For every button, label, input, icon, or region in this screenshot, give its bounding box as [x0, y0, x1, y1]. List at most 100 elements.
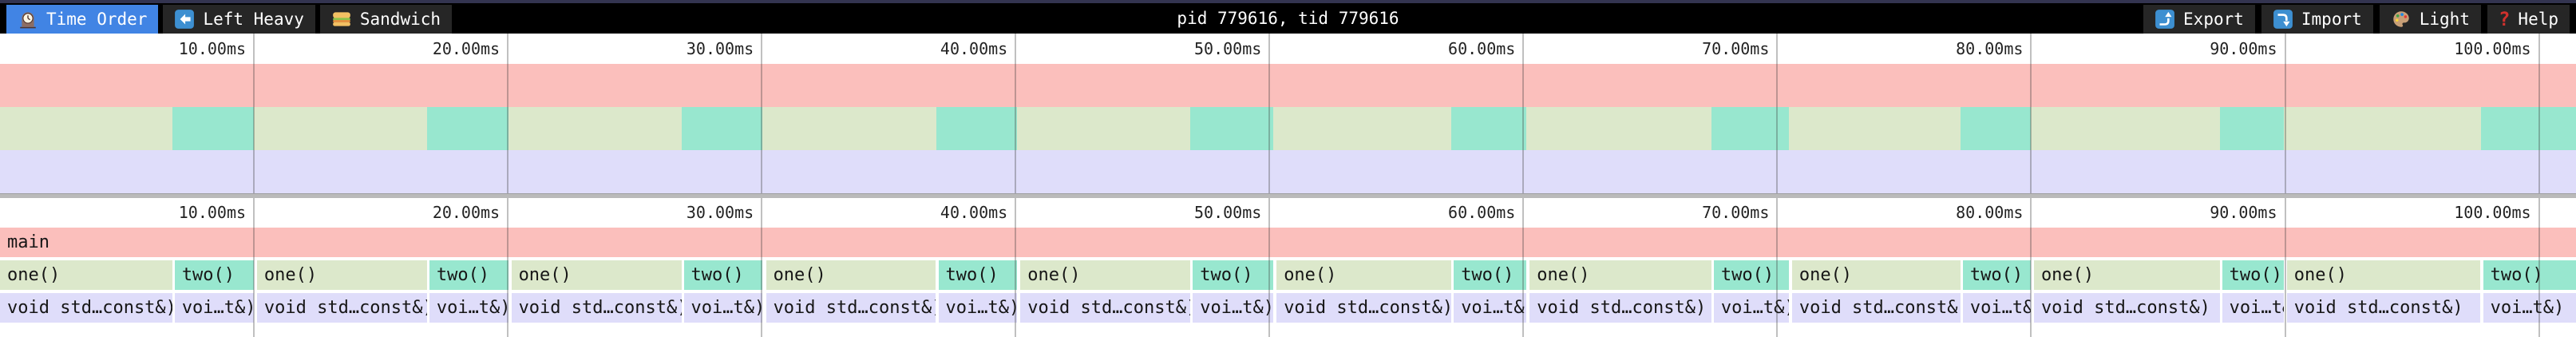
- frame-one[interactable]: one(): [1529, 260, 1711, 290]
- frame-void-std-const[interactable]: void std…const&): [766, 293, 936, 323]
- time-tick-label: 10.00ms: [178, 203, 247, 222]
- export-arrow-icon: [2155, 9, 2175, 30]
- frame-voi-t[interactable]: voi…t&): [1962, 293, 2031, 323]
- frame-two[interactable]: two(): [1713, 260, 1790, 290]
- frame-voi-t[interactable]: voi…t&): [429, 293, 508, 323]
- minimap-two-segment: [681, 107, 763, 150]
- minimap-time-ruler: 10.00ms 20.00ms 30.00ms 40.00ms 50.00ms 60.00…: [0, 34, 2576, 64]
- frame-voi-t[interactable]: voi…t&): [938, 293, 1018, 323]
- frame-voi-t[interactable]: voi…t&): [2483, 293, 2576, 323]
- time-tick-label: 50.00ms: [1193, 203, 1262, 222]
- flame-row-depth2: void std…const&) voi…t&) void std…const&) v…: [0, 293, 2576, 323]
- time-tick-label: 20.00ms: [432, 203, 501, 222]
- view-tabs: Time Order Left Heavy Sandwich: [6, 5, 453, 34]
- frame-voi-t[interactable]: voi…t&): [1454, 293, 1527, 323]
- frame-void-std-const[interactable]: void std…const&): [0, 293, 172, 323]
- toolbar: Time Order Left Heavy Sandwich pid 77961…: [0, 3, 2576, 34]
- tab-left-heavy[interactable]: Left Heavy: [163, 5, 315, 34]
- export-button[interactable]: Export: [2143, 5, 2255, 34]
- time-tick-label: 70.00ms: [1702, 39, 1770, 58]
- button-label: Light: [2419, 10, 2470, 29]
- time-tick-label: 80.00ms: [1956, 39, 2024, 58]
- minimap-two-segment: [936, 107, 1018, 150]
- time-tick-label: 30.00ms: [686, 203, 754, 222]
- tab-label: Sandwich: [359, 10, 441, 29]
- minimap-two-segment: [1961, 107, 2031, 150]
- frame-void-std-const[interactable]: void std…const&): [256, 293, 427, 323]
- tab-time-order[interactable]: Time Order: [6, 5, 159, 34]
- frame-voi-t[interactable]: voi…t&): [1193, 293, 1274, 323]
- theme-toggle-button[interactable]: Light: [2379, 5, 2481, 34]
- frame-void-std-const[interactable]: void std…const&): [2033, 293, 2220, 323]
- import-button[interactable]: Import: [2261, 5, 2373, 34]
- frame-void-std-const[interactable]: void std…const&): [1529, 293, 1711, 323]
- flame-row-depth1: one() two() one() two() one() two() one() two()…: [0, 260, 2576, 290]
- button-label: Help: [2518, 10, 2558, 29]
- minimap-band-one-two: [0, 107, 2576, 150]
- minimap-two-segment: [172, 107, 254, 150]
- frame-void-std-const[interactable]: void std…const&): [511, 293, 682, 323]
- frame-two[interactable]: two(): [174, 260, 254, 290]
- help-button[interactable]: ? Help: [2487, 5, 2570, 34]
- minimap-two-segment: [1190, 107, 1274, 150]
- frame-two[interactable]: two(): [2483, 260, 2576, 290]
- frame-one[interactable]: one(): [511, 260, 682, 290]
- frame-one[interactable]: one(): [1791, 260, 1961, 290]
- frame-voi-t[interactable]: voi…t&): [1713, 293, 1790, 323]
- import-arrow-icon: [2273, 9, 2293, 30]
- time-tick-label: 60.00ms: [1448, 203, 1516, 222]
- frame-two[interactable]: two(): [938, 260, 1018, 290]
- time-tick-label: 10.00ms: [178, 39, 247, 58]
- palette-icon: [2391, 9, 2412, 30]
- minimap-two-segment: [2219, 107, 2284, 150]
- left-arrow-icon: [174, 9, 195, 30]
- frame-void-std-const[interactable]: void std…const&): [1276, 293, 1451, 323]
- frame-two[interactable]: two(): [1454, 260, 1527, 290]
- tab-label: Left Heavy: [203, 10, 304, 29]
- frame-one[interactable]: one(): [2286, 260, 2481, 290]
- time-tick-label: 100.00ms: [2454, 203, 2531, 222]
- button-label: Export: [2183, 10, 2244, 29]
- frame-main[interactable]: main: [0, 228, 2576, 257]
- frame-void-std-const[interactable]: void std…const&): [1020, 293, 1191, 323]
- minimap[interactable]: 10.00ms 20.00ms 30.00ms 40.00ms 50.00ms 60.00…: [0, 34, 2576, 193]
- frame-two[interactable]: two(): [683, 260, 763, 290]
- time-tick-label: 40.00ms: [940, 39, 1008, 58]
- frame-one[interactable]: one(): [0, 260, 172, 290]
- frame-one[interactable]: one(): [256, 260, 427, 290]
- frame-two[interactable]: two(): [1193, 260, 1274, 290]
- frame-voi-t[interactable]: voi…t&): [174, 293, 254, 323]
- time-tick-label: 50.00ms: [1193, 39, 1262, 58]
- time-tick-label: 20.00ms: [432, 39, 501, 58]
- frame-voi-t[interactable]: voi…t&): [683, 293, 763, 323]
- button-label: Import: [2301, 10, 2362, 29]
- minimap-band-void: [0, 150, 2576, 193]
- frame-two[interactable]: two(): [2222, 260, 2284, 290]
- frame-two[interactable]: two(): [1962, 260, 2031, 290]
- time-tick-label: 60.00ms: [1448, 39, 1516, 58]
- question-icon: ?: [2498, 8, 2511, 30]
- time-tick-label: 70.00ms: [1702, 203, 1770, 222]
- time-tick-label: 90.00ms: [2210, 39, 2277, 58]
- frame-one[interactable]: one(): [1020, 260, 1191, 290]
- frame-two[interactable]: two(): [429, 260, 508, 290]
- sandwich-icon: [331, 9, 352, 30]
- tab-sandwich[interactable]: Sandwich: [319, 5, 453, 34]
- frame-void-std-const[interactable]: void std…const&): [1791, 293, 1961, 323]
- frame-one[interactable]: one(): [766, 260, 936, 290]
- minimap-two-segment: [1711, 107, 1790, 150]
- minimap-band-main: [0, 64, 2576, 107]
- flamegraph-time-ruler: 10.00ms 20.00ms 30.00ms 40.00ms 50.00ms 60.00…: [0, 198, 2576, 228]
- clock-icon: [18, 9, 38, 30]
- time-tick-label: 30.00ms: [686, 39, 754, 58]
- frame-one[interactable]: one(): [2033, 260, 2220, 290]
- minimap-resize-divider[interactable]: [0, 193, 2576, 198]
- minimap-two-segment: [2480, 107, 2576, 150]
- minimap-two-segment: [1451, 107, 1527, 150]
- flamegraph-rows: main one() two() one() two() one() two() one()…: [0, 228, 2576, 337]
- time-tick-label: 40.00ms: [940, 203, 1008, 222]
- frame-one[interactable]: one(): [1276, 260, 1451, 290]
- frame-void-std-const[interactable]: void std…const&): [2286, 293, 2481, 323]
- frame-voi-t[interactable]: voi…t&): [2222, 293, 2284, 323]
- tab-label: Time Order: [46, 10, 148, 29]
